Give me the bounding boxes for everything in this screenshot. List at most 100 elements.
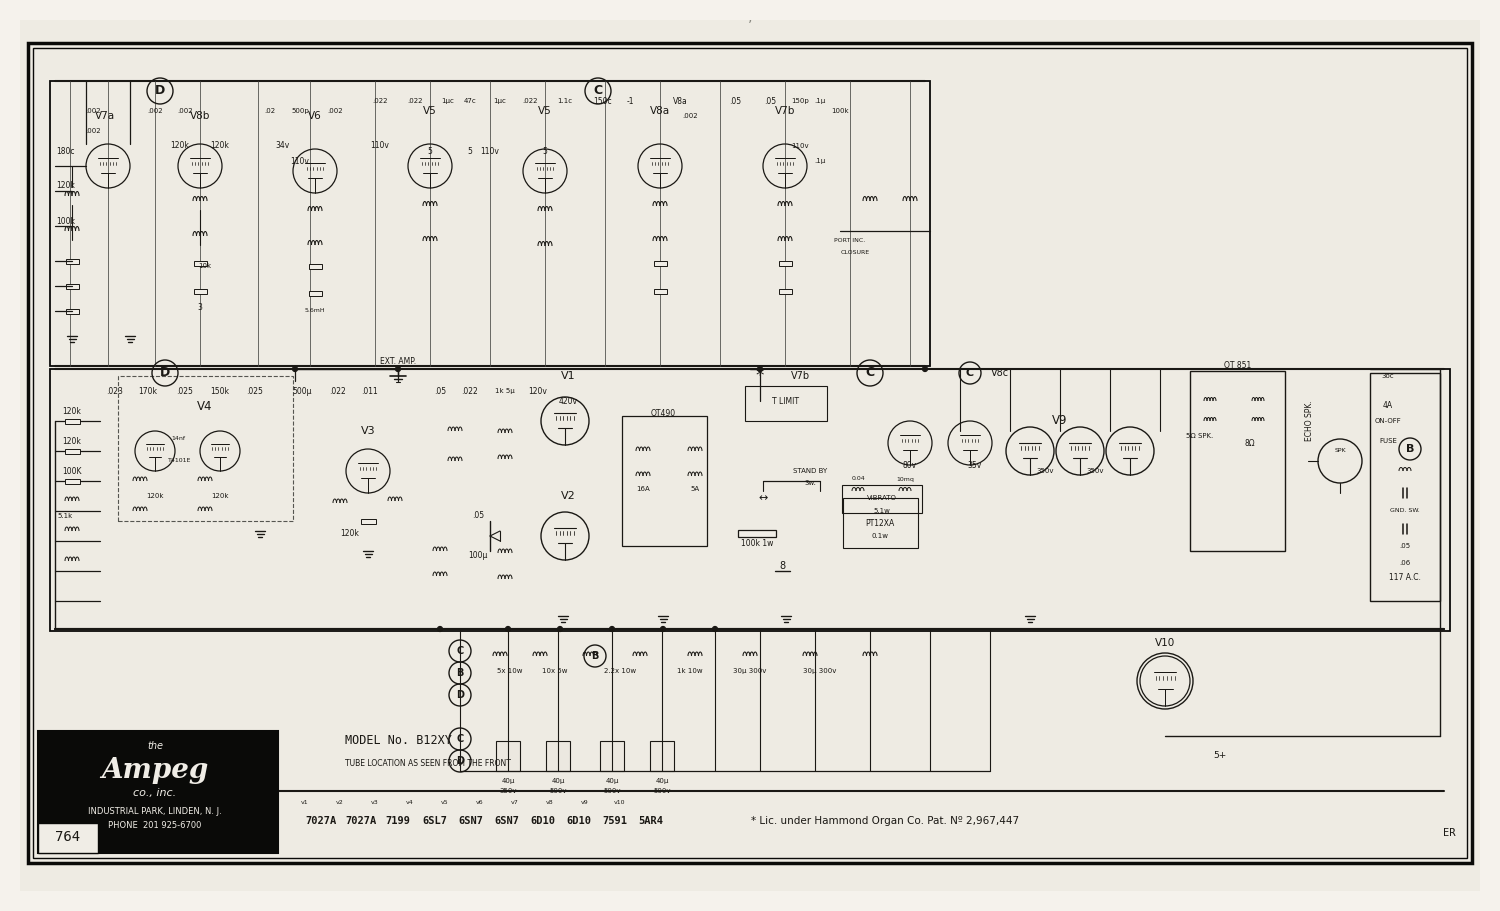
Text: 14nf: 14nf [171,436,184,442]
Bar [309,263,321,269]
Text: 150p: 150p [790,98,808,104]
Text: OT 851: OT 851 [1224,362,1251,371]
Bar [778,261,792,265]
Text: 7027A: 7027A [345,816,376,826]
Text: 117 A.C.: 117 A.C. [1389,574,1420,582]
Text: V5: V5 [423,106,436,116]
Text: 7591: 7591 [602,816,627,826]
Text: STAND BY: STAND BY [794,468,826,474]
Text: SPK: SPK [1334,448,1346,454]
Circle shape [660,627,666,631]
Text: V7a: V7a [94,111,116,121]
Bar [842,485,922,513]
Text: 40µ: 40µ [501,778,515,784]
Text: .05: .05 [472,511,484,520]
Text: V6: V6 [308,111,322,121]
Text: C: C [865,366,874,380]
Text: .022: .022 [372,98,387,104]
Bar [654,289,666,293]
Text: 3: 3 [198,302,202,312]
Bar [50,81,930,366]
Bar [64,418,80,424]
Text: the: the [147,741,164,751]
Text: 47c: 47c [464,98,477,104]
Bar [64,478,80,484]
Text: INDUSTRIAL PARK, LINDEN, N. J.: INDUSTRIAL PARK, LINDEN, N. J. [88,806,222,815]
Text: 120k: 120k [210,141,230,150]
Text: 500v: 500v [549,788,567,794]
Text: 6SL7: 6SL7 [422,816,447,826]
Text: 5: 5 [427,147,432,156]
Text: 10x 5w: 10x 5w [543,668,567,674]
Text: OT490: OT490 [651,408,675,417]
Text: 1µc: 1µc [494,98,507,104]
Text: co., inc.: co., inc. [134,788,177,798]
Text: D: D [456,756,464,766]
Text: v9: v9 [580,801,590,805]
Text: PORT INC.: PORT INC. [834,239,866,243]
Text: 5.1k: 5.1k [57,513,72,519]
Text: 35v: 35v [968,462,982,470]
Text: 350v: 350v [500,788,516,794]
Bar [194,261,207,265]
Text: 6D10: 6D10 [530,816,555,826]
Text: B: B [456,668,464,678]
Text: 5.1w: 5.1w [873,508,891,514]
Circle shape [609,627,615,631]
Text: V3: V3 [360,426,375,436]
Circle shape [506,627,510,631]
Text: 350v: 350v [1036,468,1053,474]
Text: 180c: 180c [56,147,75,156]
Text: 100k 1w: 100k 1w [741,539,772,548]
Text: 120k: 120k [171,141,189,150]
Text: 350v: 350v [1086,468,1104,474]
Text: 1µc: 1µc [441,98,454,104]
Bar [66,259,78,263]
Text: 7199: 7199 [386,816,410,826]
Bar [600,741,624,771]
Text: V8c: V8c [992,368,1010,378]
Text: .002: .002 [177,108,194,114]
Text: .025: .025 [177,386,194,395]
Text: 120k: 120k [147,493,164,499]
Text: 5+: 5+ [1214,752,1227,761]
Text: 5: 5 [543,147,548,156]
Text: PT12XA: PT12XA [865,518,894,527]
Text: C: C [456,734,464,744]
Circle shape [758,366,762,372]
Text: 7027A: 7027A [304,816,336,826]
Text: 5A: 5A [690,486,699,492]
Text: 120k: 120k [63,436,81,445]
Text: 10k: 10k [198,263,211,269]
Text: FUSE: FUSE [1378,438,1396,444]
Text: ER: ER [1443,828,1455,838]
Text: V9: V9 [1053,415,1068,427]
Text: 2.2x 10w: 2.2x 10w [604,668,636,674]
Text: 1k 10w: 1k 10w [676,668,703,674]
Bar [650,741,674,771]
Bar [66,283,78,289]
Circle shape [558,627,562,631]
Text: v10: v10 [615,801,626,805]
Text: .05: .05 [729,97,741,106]
Text: ECHO SPK.: ECHO SPK. [1305,401,1314,441]
Bar [746,386,827,421]
Text: C: C [966,368,974,378]
Text: 6SN7: 6SN7 [458,816,483,826]
Text: 170k: 170k [138,386,158,395]
Text: 34v: 34v [276,141,290,150]
Text: .05: .05 [764,97,776,106]
Text: B: B [591,651,598,661]
Text: 16A: 16A [636,486,650,492]
Bar [194,289,207,293]
Text: 120k: 120k [340,528,360,537]
Text: V10: V10 [1155,638,1174,648]
Text: D: D [160,366,170,380]
Text: 5Ω SPK.: 5Ω SPK. [1186,433,1214,439]
Bar [496,741,520,771]
Bar [66,309,78,313]
Text: v2: v2 [336,801,344,805]
Bar [654,261,666,265]
Bar [622,416,706,546]
Bar [778,289,792,293]
